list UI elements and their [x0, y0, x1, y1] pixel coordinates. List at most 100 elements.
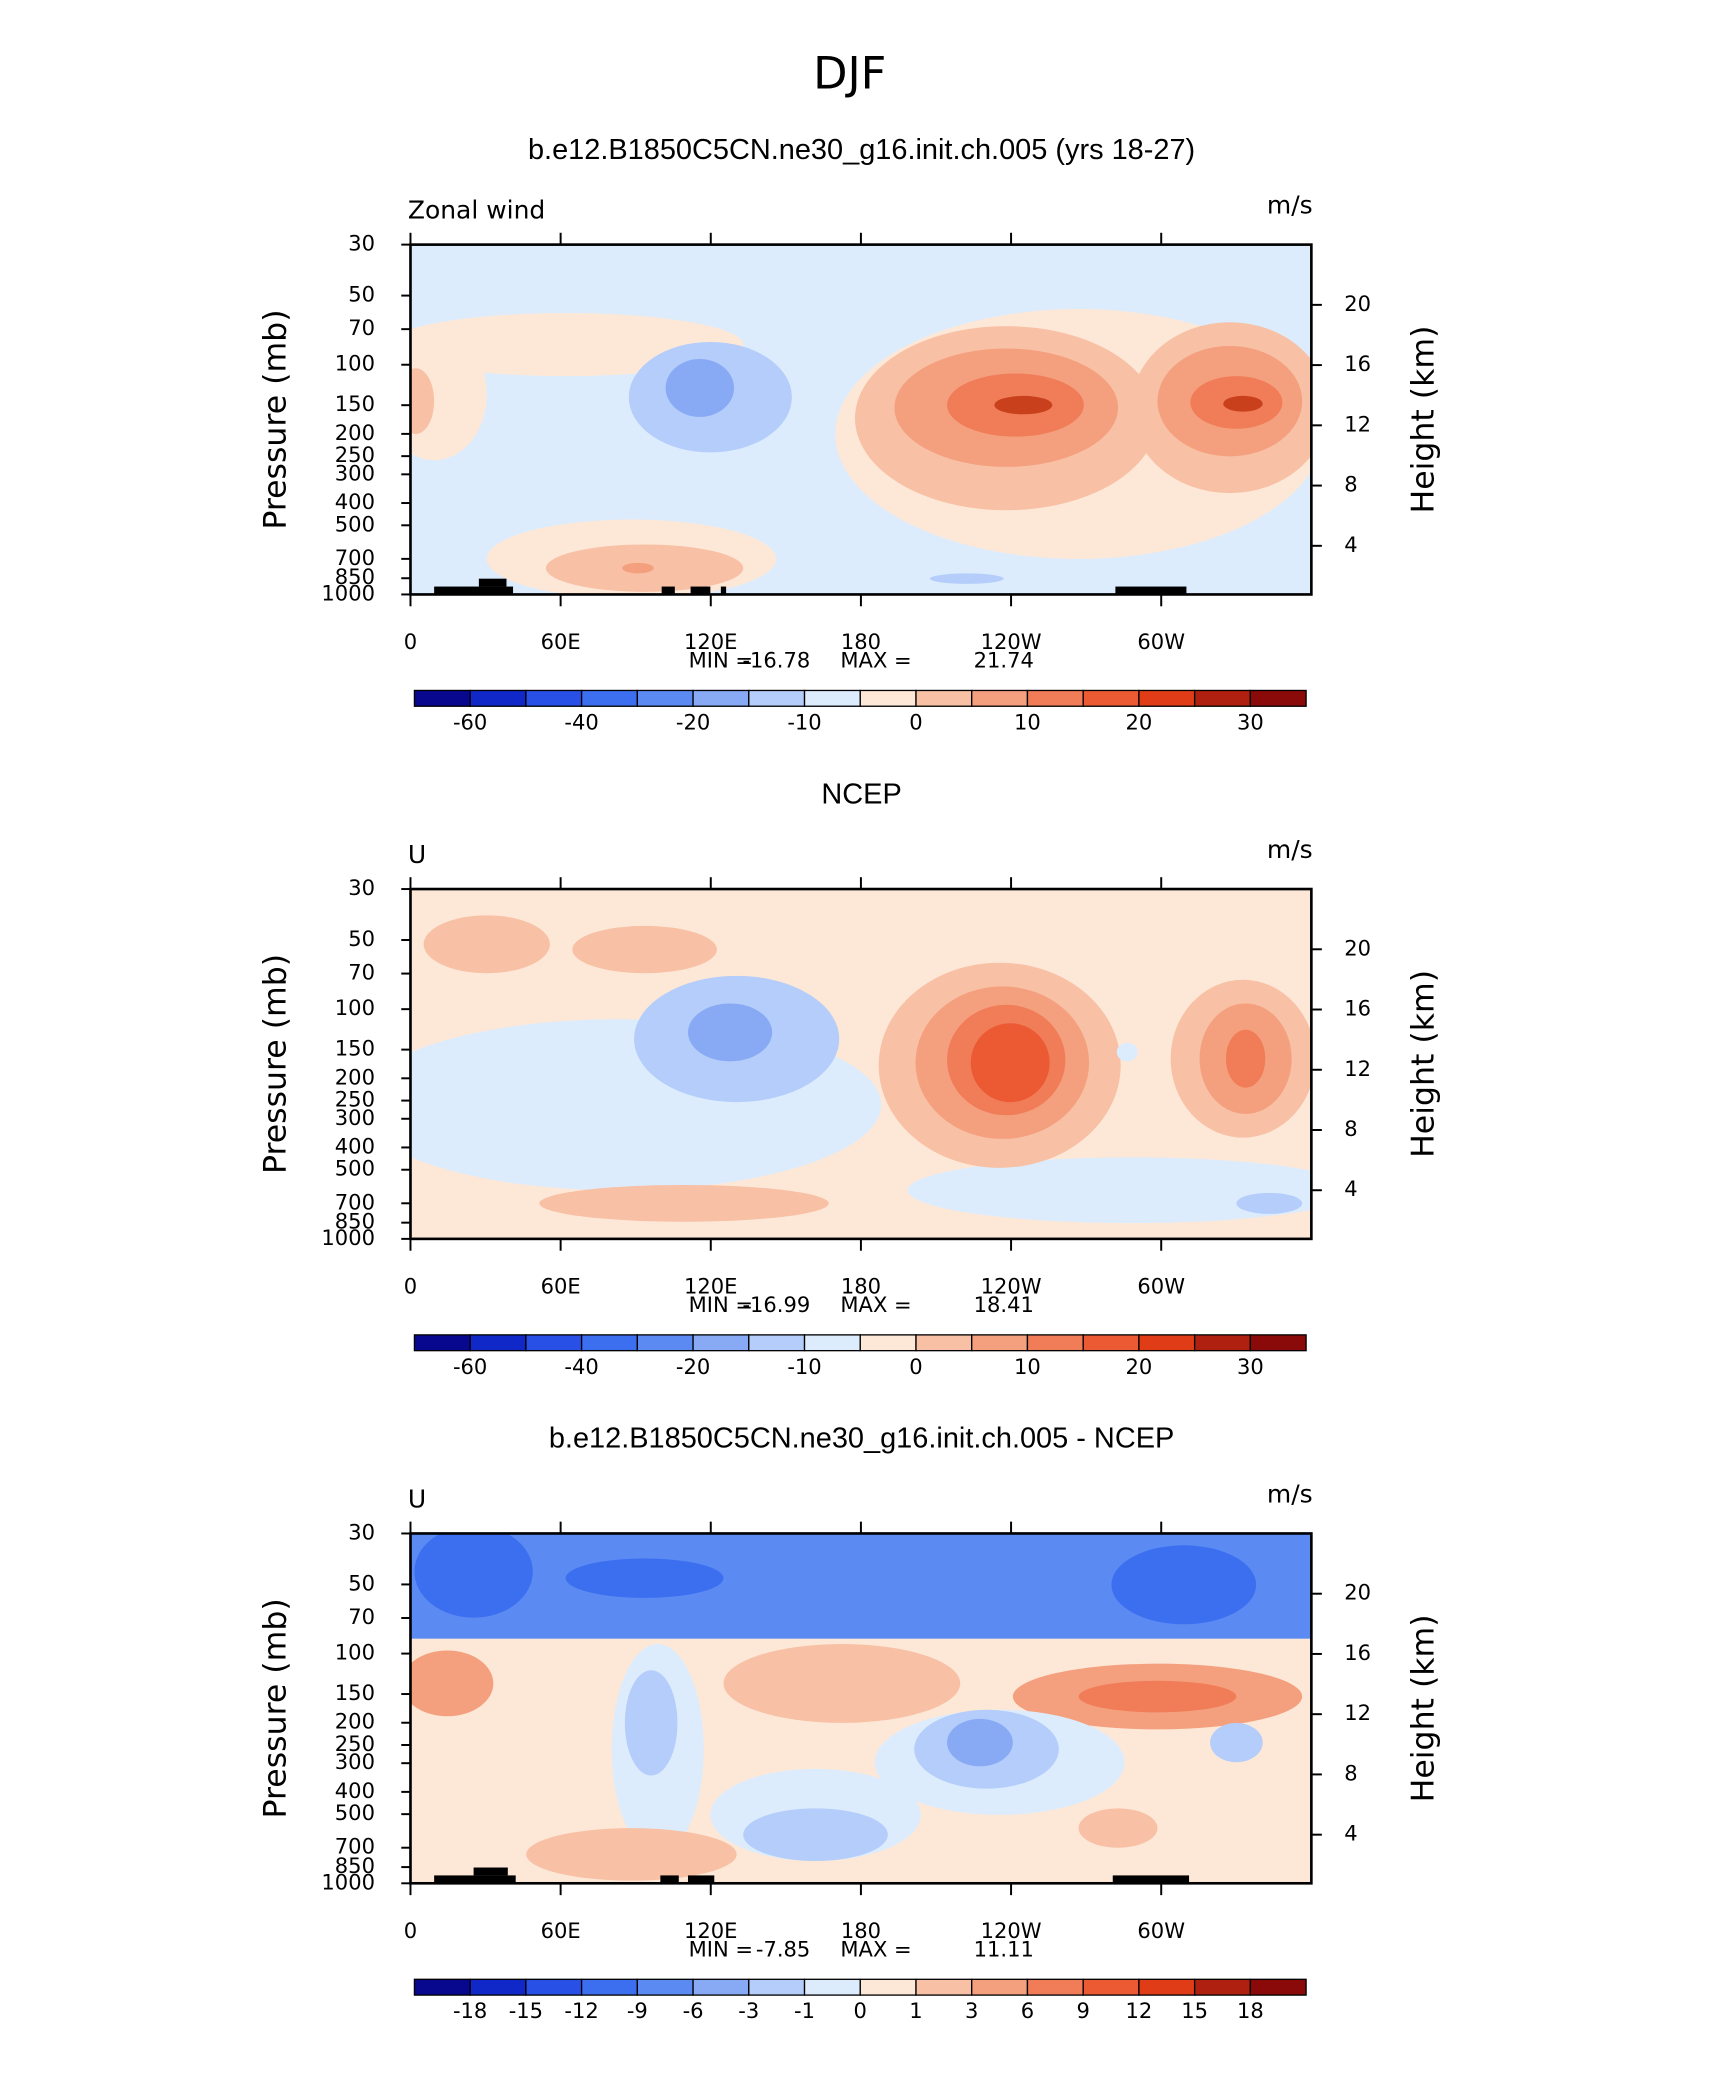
- y-tick-label: 250: [335, 1087, 375, 1112]
- y-tick-label: 70: [348, 960, 375, 985]
- colorbar-label: 6: [1021, 1998, 1034, 2023]
- colorbar-label: -3: [738, 1998, 759, 2023]
- x-tick-label: 60W: [1137, 629, 1185, 654]
- colorbar-box: [413, 689, 471, 707]
- colorbar-label: 15: [1181, 1998, 1208, 2023]
- colorbar-box: [915, 1978, 973, 1996]
- y-tick-label: 700: [335, 1834, 375, 1859]
- y-tick-label: 1000: [321, 580, 375, 605]
- y2-tick-label: 4: [1344, 1176, 1357, 1201]
- panel-title: NCEP: [821, 778, 901, 810]
- y-tick-label: 100: [335, 995, 375, 1020]
- y-tick-label: 400: [335, 1778, 375, 1803]
- colorbar-box: [748, 1978, 806, 1996]
- y-tick-label: 200: [335, 1709, 375, 1734]
- colorbar-box: [580, 1334, 638, 1352]
- y-tick-label: 850: [335, 1209, 375, 1234]
- y-tick-label: 50: [348, 926, 375, 951]
- colorbar-box: [580, 689, 638, 707]
- y-tick-label: 70: [348, 1604, 375, 1629]
- colorbar-box: [469, 1334, 527, 1352]
- colorbar-label: -15: [509, 1998, 543, 2023]
- colorbar-label: 12: [1126, 1998, 1153, 2023]
- colorbar-box: [1193, 1334, 1252, 1352]
- y2-tick-label: 8: [1344, 472, 1357, 497]
- y-tick-label: 250: [335, 1731, 375, 1756]
- colorbar-box: [1026, 1978, 1084, 1996]
- colorbar-label: -20: [676, 709, 710, 734]
- stat-label: MIN =: [689, 1936, 753, 1961]
- y2-tick-label: 20: [1344, 1580, 1371, 1605]
- y-tick-label: 300: [335, 460, 375, 485]
- stat-value: -16.99: [742, 1292, 810, 1317]
- colorbar-box: [525, 1978, 583, 1996]
- figure-title: DJF: [813, 46, 886, 99]
- y2-tick-label: 20: [1344, 291, 1371, 316]
- colorbar-box: [803, 1978, 861, 1996]
- units-label: m/s: [1267, 1479, 1313, 1508]
- colorbar-box: [692, 1334, 750, 1352]
- y-tick-label: 400: [335, 489, 375, 514]
- x-tick-label: 120E: [684, 1274, 737, 1299]
- stat-value: 21.74: [974, 648, 1034, 673]
- x-tick-label: 180: [841, 1274, 881, 1299]
- colorbar-label: -60: [453, 1354, 487, 1379]
- colorbar-box: [1138, 1334, 1196, 1352]
- y-tick-label: 100: [335, 1640, 375, 1665]
- y-tick-label: 1000: [321, 1225, 375, 1250]
- colorbar-label: 10: [1014, 1354, 1041, 1379]
- y-axis-title: Pressure (mb): [257, 309, 293, 529]
- colorbar-box: [692, 1978, 750, 1996]
- y2-tick-label: 8: [1344, 1116, 1357, 1141]
- colorbar-label: 30: [1237, 1354, 1264, 1379]
- y-axis-title: Pressure (mb): [257, 954, 293, 1174]
- y-tick-label: 1000: [321, 1869, 375, 1894]
- y2-axis-title: Height (km): [1405, 970, 1441, 1158]
- y-tick-label: 300: [335, 1749, 375, 1774]
- x-tick-label: 60W: [1137, 1918, 1185, 1943]
- x-tick-label: 120E: [684, 629, 737, 654]
- y-tick-label: 30: [348, 1519, 375, 1544]
- colorbar-box: [1249, 1334, 1307, 1352]
- colorbar-box: [469, 689, 527, 707]
- colorbar-label: -60: [453, 709, 487, 734]
- y2-axis-title: Height (km): [1405, 1614, 1441, 1802]
- stat-value: 11.11: [974, 1936, 1034, 1961]
- y-tick-label: 150: [335, 391, 375, 416]
- colorbar-box: [748, 1334, 806, 1352]
- units-label: m/s: [1267, 190, 1313, 219]
- colorbar-box: [971, 1978, 1029, 1996]
- left-label: U: [408, 840, 426, 869]
- y-tick-label: 100: [335, 351, 375, 376]
- colorbar-box: [1082, 1334, 1140, 1352]
- x-tick-label: 0: [404, 1918, 417, 1943]
- x-tick-label: 0: [404, 1274, 417, 1299]
- colorbar-box: [915, 689, 973, 707]
- colorbar-label: -18: [453, 1998, 487, 2023]
- x-tick-label: 180: [841, 1918, 881, 1943]
- stat-value: -7.85: [756, 1936, 810, 1961]
- colorbar-label: -1: [794, 1998, 815, 2023]
- y-tick-label: 50: [348, 1570, 375, 1595]
- y2-tick-label: 20: [1344, 935, 1371, 960]
- x-tick-label: 180: [841, 629, 881, 654]
- x-tick-label: 120E: [684, 1918, 737, 1943]
- stat-label: MIN =: [689, 648, 753, 673]
- colorbar-box: [859, 689, 917, 707]
- colorbar-box: [1026, 689, 1084, 707]
- y-tick-label: 700: [335, 1189, 375, 1214]
- colorbar-box: [1249, 1978, 1307, 1996]
- y-tick-label: 850: [335, 1853, 375, 1878]
- colorbar-label: -40: [564, 709, 598, 734]
- colorbar-box: [971, 1334, 1029, 1352]
- left-label: Zonal wind: [408, 196, 545, 225]
- y-tick-label: 150: [335, 1680, 375, 1705]
- y-tick-label: 30: [348, 875, 375, 900]
- x-tick-label: 60W: [1137, 1274, 1185, 1299]
- left-label: U: [408, 1485, 426, 1514]
- colorbar-box: [636, 1978, 694, 1996]
- y-tick-label: 70: [348, 315, 375, 340]
- colorbar-label: 9: [1076, 1998, 1089, 2023]
- colorbar-label: 0: [909, 709, 922, 734]
- colorbar-label: 30: [1237, 709, 1264, 734]
